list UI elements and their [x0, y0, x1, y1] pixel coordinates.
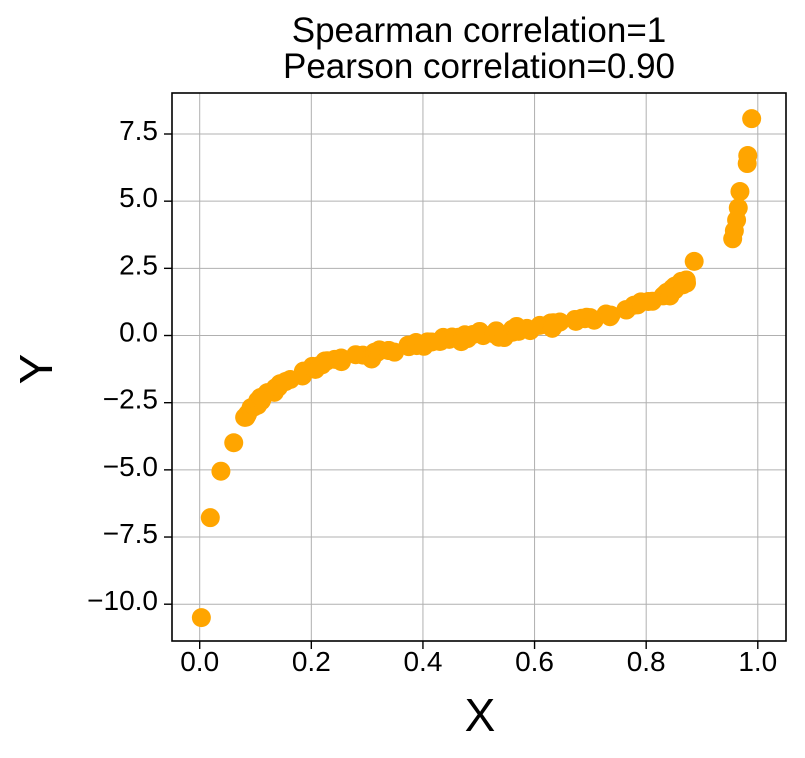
svg-text:0.2: 0.2 — [292, 646, 331, 677]
svg-text:7.5: 7.5 — [119, 115, 158, 146]
svg-text:2.5: 2.5 — [119, 249, 158, 280]
svg-text:0.6: 0.6 — [515, 646, 554, 677]
svg-text:−7.5: −7.5 — [103, 518, 158, 549]
svg-text:0.4: 0.4 — [403, 646, 442, 677]
svg-text:Spearman correlation=1: Spearman correlation=1 — [292, 11, 667, 50]
svg-text:−5.0: −5.0 — [103, 451, 158, 482]
svg-text:Pearson correlation=0.90: Pearson correlation=0.90 — [283, 47, 675, 86]
svg-text:−10.0: −10.0 — [87, 585, 158, 616]
svg-text:1.0: 1.0 — [738, 646, 777, 677]
svg-text:0.8: 0.8 — [627, 646, 666, 677]
svg-text:Y: Y — [10, 354, 62, 385]
svg-text:5.0: 5.0 — [119, 182, 158, 213]
svg-text:0.0: 0.0 — [119, 317, 158, 348]
svg-text:−2.5: −2.5 — [103, 384, 158, 415]
svg-text:0.0: 0.0 — [180, 646, 219, 677]
svg-text:X: X — [465, 689, 496, 741]
